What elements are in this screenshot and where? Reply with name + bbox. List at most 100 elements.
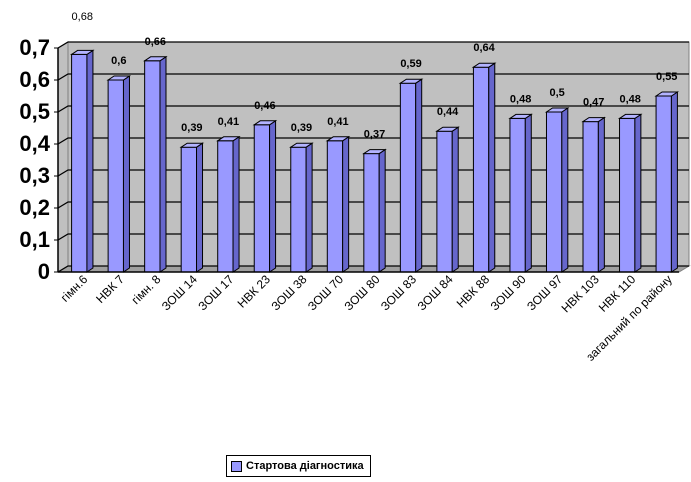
bar bbox=[654, 91, 680, 273]
bar-side bbox=[451, 126, 459, 273]
x-tick-label: ЗОШ 83 bbox=[378, 272, 419, 313]
data-label: 0,66 bbox=[145, 36, 166, 48]
bar bbox=[617, 113, 643, 273]
bar-side bbox=[305, 142, 313, 273]
legend-swatch bbox=[231, 460, 242, 472]
bar-front bbox=[144, 60, 161, 273]
x-tick-label: ЗОШ 84 bbox=[415, 272, 456, 313]
bar-top bbox=[325, 136, 351, 142]
data-label: 0,68 bbox=[72, 11, 93, 23]
bar-top bbox=[143, 56, 168, 62]
bar-front bbox=[71, 53, 88, 273]
bar bbox=[581, 116, 606, 273]
x-tick-label: ЗОШ 14 bbox=[159, 272, 200, 313]
bar-side bbox=[488, 62, 496, 273]
bar-front bbox=[619, 117, 636, 273]
bar bbox=[106, 75, 132, 273]
legend: Стартова діагностика bbox=[226, 455, 371, 477]
bar-top bbox=[289, 142, 314, 148]
bar bbox=[69, 49, 95, 273]
bar-side bbox=[122, 75, 130, 273]
bar-front bbox=[180, 146, 198, 273]
bar-front bbox=[253, 124, 271, 273]
bar-side bbox=[196, 142, 204, 273]
bar-side bbox=[634, 113, 642, 273]
legend-label: Стартова діагностика bbox=[246, 460, 364, 472]
bar-top bbox=[544, 107, 570, 113]
data-label: 0,44 bbox=[437, 106, 459, 118]
data-label: 0,39 bbox=[291, 122, 312, 134]
data-label: 0,46 bbox=[254, 100, 275, 112]
bar-side bbox=[524, 113, 532, 273]
bar bbox=[289, 142, 314, 273]
bar bbox=[325, 135, 351, 273]
data-label: 0,48 bbox=[619, 93, 640, 105]
data-label: 0,59 bbox=[400, 58, 421, 70]
x-tick-label: ЗОШ 38 bbox=[268, 272, 309, 313]
data-label: 0,6 bbox=[111, 55, 126, 67]
bar-side bbox=[159, 55, 167, 273]
data-label: 0,55 bbox=[656, 71, 677, 83]
bar-front bbox=[107, 79, 124, 273]
bar bbox=[398, 78, 424, 273]
y-tick-label: 0,4 bbox=[19, 131, 50, 156]
x-tick-label: гімн.6 bbox=[58, 272, 91, 305]
data-label: 0,37 bbox=[364, 129, 385, 141]
y-tick-label: 0,2 bbox=[19, 195, 50, 220]
data-label: 0,64 bbox=[473, 42, 495, 54]
x-tick-label: НВК 7 bbox=[93, 272, 127, 306]
data-label: 0,41 bbox=[218, 116, 239, 128]
bar-side bbox=[86, 49, 94, 273]
x-tick-label: ЗОШ 80 bbox=[342, 272, 383, 313]
bar-top bbox=[471, 62, 497, 68]
y-tick-label: 0,1 bbox=[19, 227, 50, 252]
data-label: 0,47 bbox=[583, 97, 604, 109]
data-label: 0,41 bbox=[327, 116, 348, 128]
y-axis: 0 0,1 0,2 0,3 0,4 0,5 0,6 0,7 bbox=[19, 35, 59, 284]
bar bbox=[179, 142, 205, 273]
x-tick-label: ЗОШ 70 bbox=[305, 272, 346, 313]
bar-top bbox=[617, 113, 643, 119]
bar-top bbox=[398, 78, 424, 84]
y-tick-label: 0,5 bbox=[19, 99, 50, 124]
bar-front bbox=[472, 66, 490, 273]
bar-front bbox=[290, 146, 307, 273]
bar-top bbox=[106, 75, 132, 81]
bar-side bbox=[670, 91, 678, 273]
data-label: 0,39 bbox=[181, 122, 202, 134]
bar-top bbox=[581, 117, 606, 123]
x-tick-label: НВК 103 bbox=[559, 272, 602, 315]
x-tick-label: ЗОШ 17 bbox=[195, 272, 236, 313]
bar-front bbox=[509, 117, 526, 273]
x-tick-label: ЗОШ 90 bbox=[488, 272, 529, 313]
bar bbox=[216, 135, 241, 273]
bar-front bbox=[363, 153, 380, 273]
bar-top bbox=[362, 149, 387, 155]
data-labels: 0,68 0,6 0,66 0,39 0,41 0,46 0,39 0,41 0,37 0,59 0… bbox=[72, 11, 678, 141]
bar bbox=[252, 119, 278, 273]
bar-side bbox=[378, 148, 386, 273]
gridline bbox=[57, 41, 689, 49]
bar-side bbox=[415, 78, 423, 273]
y-tick-label: 0,6 bbox=[19, 67, 50, 92]
bar bbox=[435, 126, 460, 273]
data-label: 0,48 bbox=[510, 93, 531, 105]
bar-top bbox=[654, 91, 680, 97]
bar-top bbox=[252, 120, 278, 126]
bar-front bbox=[655, 95, 672, 273]
bar-front bbox=[217, 140, 234, 273]
x-tick-label: НВК 88 bbox=[454, 272, 493, 311]
bar bbox=[143, 55, 168, 273]
data-label: 0,5 bbox=[549, 87, 564, 99]
bar-side bbox=[269, 119, 277, 273]
bar-side bbox=[561, 107, 569, 273]
x-tick-label: НВК 23 bbox=[235, 272, 274, 311]
bar-front bbox=[436, 130, 453, 273]
y-tick-label: 0,3 bbox=[19, 163, 50, 188]
x-tick-label: гімн. 8 bbox=[129, 272, 164, 307]
bar-top bbox=[508, 113, 533, 119]
y-tick-label: 0 bbox=[38, 259, 50, 284]
bar-side bbox=[232, 135, 240, 273]
